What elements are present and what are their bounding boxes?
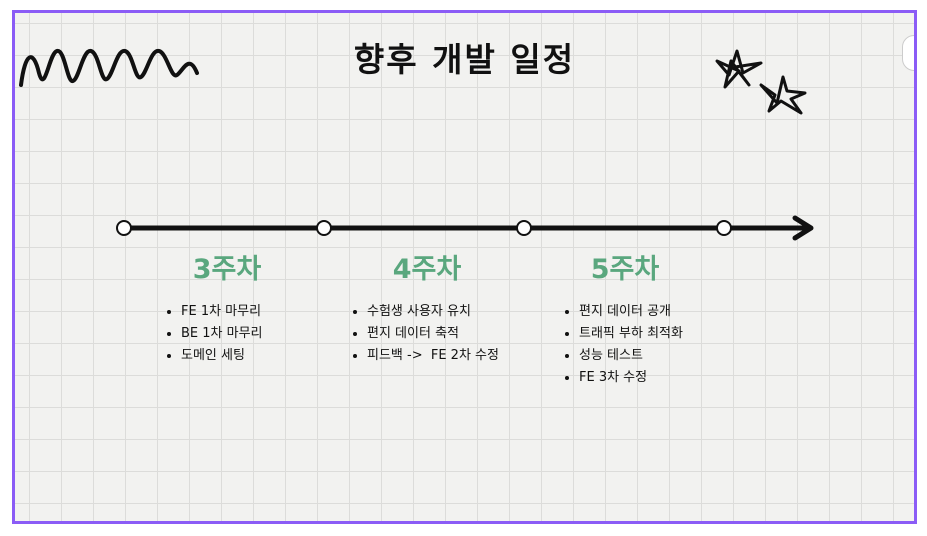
week-5-task-list: 편지 데이터 공개 트래픽 부하 최적화 성능 테스트 FE 3차 수정 bbox=[563, 301, 683, 389]
star-doodle-icon bbox=[715, 49, 763, 89]
list-item: 편지 데이터 공개 bbox=[579, 301, 683, 323]
list-item: 트래픽 부하 최적화 bbox=[579, 323, 683, 345]
panel-edge-handle[interactable] bbox=[902, 35, 914, 71]
list-item: 성능 테스트 bbox=[579, 345, 683, 367]
list-item: 피드백 -> FE 2차 수정 bbox=[367, 345, 499, 367]
page-title: 향후 개발 일정 bbox=[353, 40, 576, 79]
timeline-node bbox=[316, 220, 332, 236]
week-label-4: 4주차 bbox=[392, 254, 462, 285]
timeline-node bbox=[516, 220, 532, 236]
star-doodle-icon bbox=[759, 75, 807, 115]
slide-canvas: 향후 개발 일정 3주차 FE 1차 마무리 BE 1차 마무리 도메인 세팅 … bbox=[12, 10, 917, 524]
zigzag-doodle-icon bbox=[19, 49, 199, 87]
arrow-right-icon bbox=[792, 215, 814, 241]
week-label-5: 5주차 bbox=[590, 254, 660, 285]
list-item: 수험생 사용자 유치 bbox=[367, 301, 499, 323]
week-label-3: 3주차 bbox=[192, 254, 262, 285]
week-3-task-list: FE 1차 마무리 BE 1차 마무리 도메인 세팅 bbox=[165, 301, 263, 367]
week-4-task-list: 수험생 사용자 유치 편지 데이터 축적 피드백 -> FE 2차 수정 bbox=[351, 301, 499, 367]
timeline-node bbox=[716, 220, 732, 236]
list-item: FE 1차 마무리 bbox=[181, 301, 263, 323]
list-item: BE 1차 마무리 bbox=[181, 323, 263, 345]
timeline-node bbox=[116, 220, 132, 236]
timeline-drawing bbox=[19, 49, 814, 241]
list-item: 편지 데이터 축적 bbox=[367, 323, 499, 345]
list-item: 도메인 세팅 bbox=[181, 345, 263, 367]
list-item: FE 3차 수정 bbox=[579, 367, 683, 389]
